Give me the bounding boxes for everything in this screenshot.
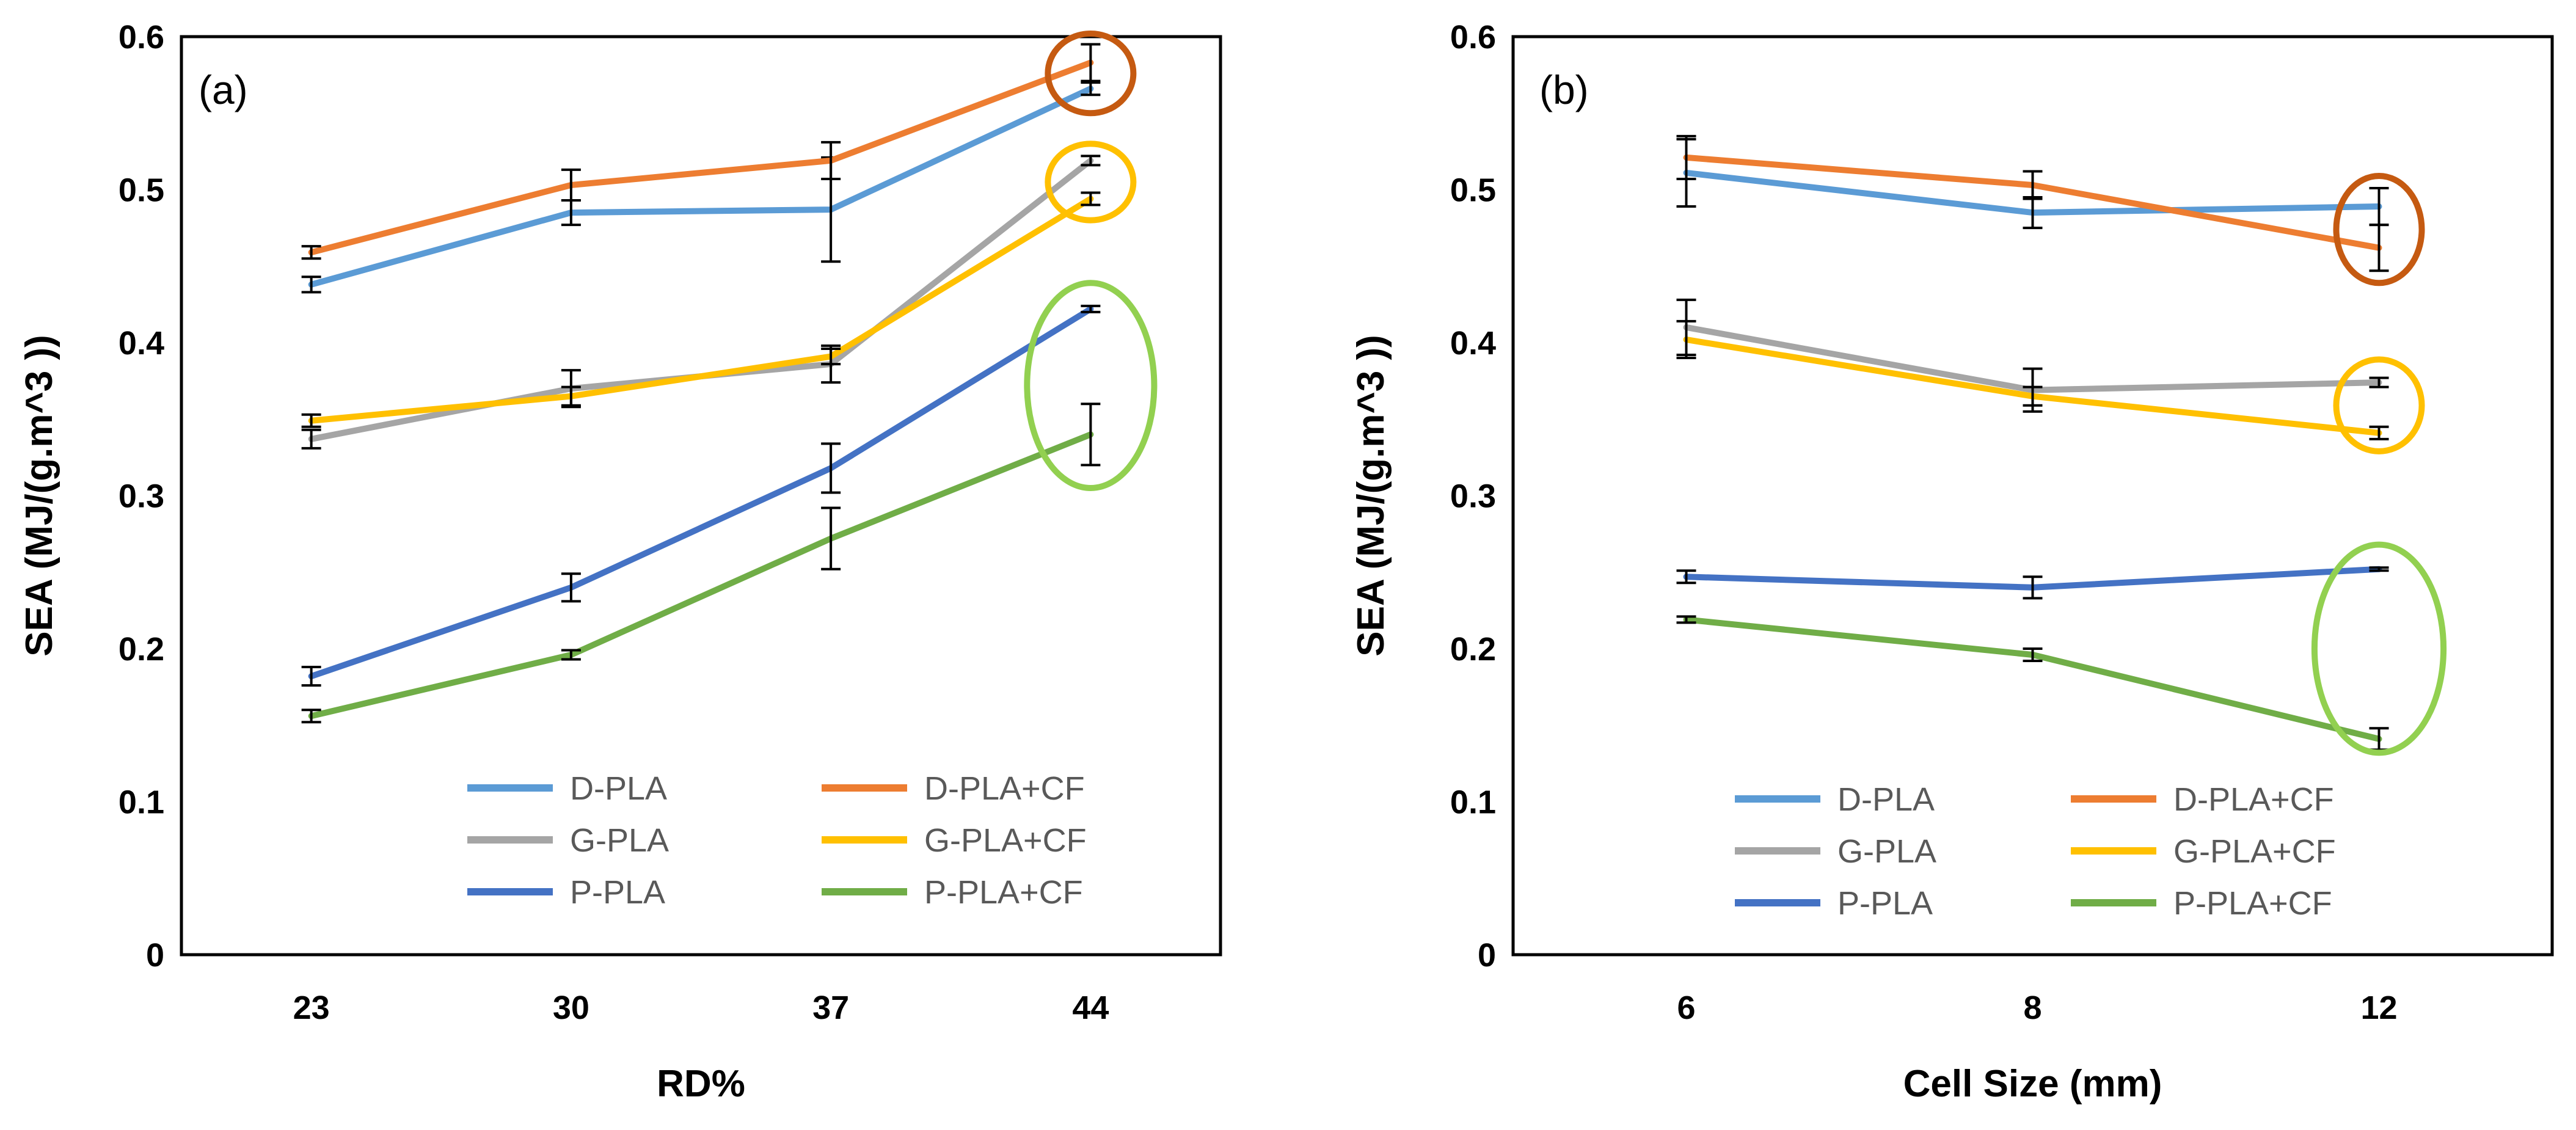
legend-label: P-PLA [570, 874, 665, 911]
error-bar [821, 140, 841, 180]
y-tick-label: 0.3 [1450, 478, 1496, 515]
legend-label: P-PLA [1837, 885, 1933, 922]
y-tick-label: 0.1 [1450, 784, 1496, 821]
y-tick-label: 0.4 [119, 325, 164, 362]
series-line-p-pla-cf [308, 431, 1094, 720]
legend-label: D-PLA+CF [924, 770, 1085, 807]
legend-label: G-PLA+CF [924, 822, 1087, 859]
series-line-d-pla-cf [308, 59, 1094, 256]
legend-label: D-PLA [1837, 781, 1935, 818]
y-axis-title: SEA (MJ/(g.m^3 )) [1350, 335, 1392, 657]
y-tick-label: 0 [146, 937, 164, 974]
y-tick-label: 0 [1478, 937, 1496, 974]
y-tick-label: 0.6 [1450, 19, 1496, 56]
panel-b: 0 0.1 0.2 0.3 0.4 0.5 0.6 6 8 12 Cell Size (mm) SEA… [1350, 19, 2554, 1105]
y-tick-label: 0.1 [119, 784, 164, 821]
y-tick-label: 0.2 [1450, 631, 1496, 668]
error-bar [301, 666, 321, 687]
highlight-ellipse [1045, 30, 1137, 117]
x-axis-title: RD% [657, 1063, 745, 1105]
error-bar [2023, 575, 2043, 600]
series-line-p-pla-cf [1683, 616, 2382, 742]
legend-label: G-PLA+CF [2173, 833, 2336, 870]
error-bar [1081, 43, 1101, 82]
x-tick-label: 6 [1677, 990, 1695, 1026]
error-bar [1081, 191, 1101, 206]
plot-frame [180, 35, 1222, 957]
error-bar [2023, 647, 2043, 663]
error-bar [561, 649, 581, 661]
x-tick-label: 30 [553, 990, 589, 1026]
panel-label: (b) [1539, 67, 1589, 112]
error-bar [821, 506, 841, 570]
x-tick-label: 44 [1072, 990, 1109, 1026]
error-bar [2369, 376, 2389, 388]
error-bar [2023, 170, 2043, 200]
panel-label: (a) [199, 67, 248, 112]
legend-label: P-PLA+CF [2173, 885, 2332, 922]
series-line-g-pla-cf [308, 195, 1094, 424]
error-bar [1081, 304, 1101, 313]
legend-label: D-PLA+CF [2173, 781, 2334, 818]
error-bar [301, 275, 321, 294]
highlight-ellipse [1024, 280, 1158, 491]
x-tick-label: 37 [812, 990, 849, 1026]
legend-label: P-PLA+CF [924, 874, 1083, 911]
highlight-ellipse [2333, 356, 2425, 454]
error-bar [561, 168, 581, 202]
x-tick-label: 8 [2023, 990, 2041, 1026]
error-bar [1081, 81, 1101, 97]
error-bar [2369, 224, 2389, 272]
series-line-g-pla [308, 157, 1094, 442]
error-bar [1676, 134, 1696, 180]
error-bar [2023, 385, 2043, 407]
error-bar [301, 413, 321, 428]
error-bar [2369, 566, 2389, 572]
error-bar [821, 348, 841, 366]
error-bar [1676, 319, 1696, 360]
panel-a: 0 0.1 0.2 0.3 0.4 0.5 0.6 23 30 37 44 RD% SEA (MJ/(g… [18, 19, 1222, 1105]
series-line-p-pla [308, 305, 1094, 680]
y-tick-label: 0.5 [1450, 172, 1496, 209]
y-tick-label: 0.2 [119, 631, 164, 668]
error-bar [1676, 615, 1696, 624]
error-bar [301, 245, 321, 260]
x-tick-label: 12 [2360, 990, 2397, 1026]
plot-frame [1511, 35, 2554, 957]
error-bar [561, 572, 581, 603]
x-tick-label: 23 [293, 990, 330, 1026]
error-bar [301, 709, 321, 724]
error-bar [821, 442, 841, 494]
error-bar [1081, 155, 1101, 167]
y-tick-label: 0.6 [119, 19, 164, 56]
y-tick-label: 0.5 [119, 172, 164, 209]
highlight-ellipse [1045, 140, 1137, 224]
highlight-ellipse [2311, 541, 2447, 756]
legend-label: G-PLA [1837, 833, 1936, 870]
error-bar [1081, 403, 1101, 467]
highlight-ellipse [2333, 172, 2425, 286]
legend-label: D-PLA [570, 770, 667, 807]
error-bar [1676, 569, 1696, 585]
error-bar [301, 428, 321, 450]
x-axis-title: Cell Size (mm) [1903, 1063, 2162, 1105]
error-bar [2369, 425, 2389, 440]
series-line-d-pla [308, 86, 1094, 288]
y-tick-label: 0.4 [1450, 325, 1496, 362]
y-axis-title: SEA (MJ/(g.m^3 )) [18, 335, 60, 657]
error-bar [561, 385, 581, 407]
legend-label: G-PLA [570, 822, 669, 859]
y-tick-label: 0.3 [119, 478, 164, 515]
